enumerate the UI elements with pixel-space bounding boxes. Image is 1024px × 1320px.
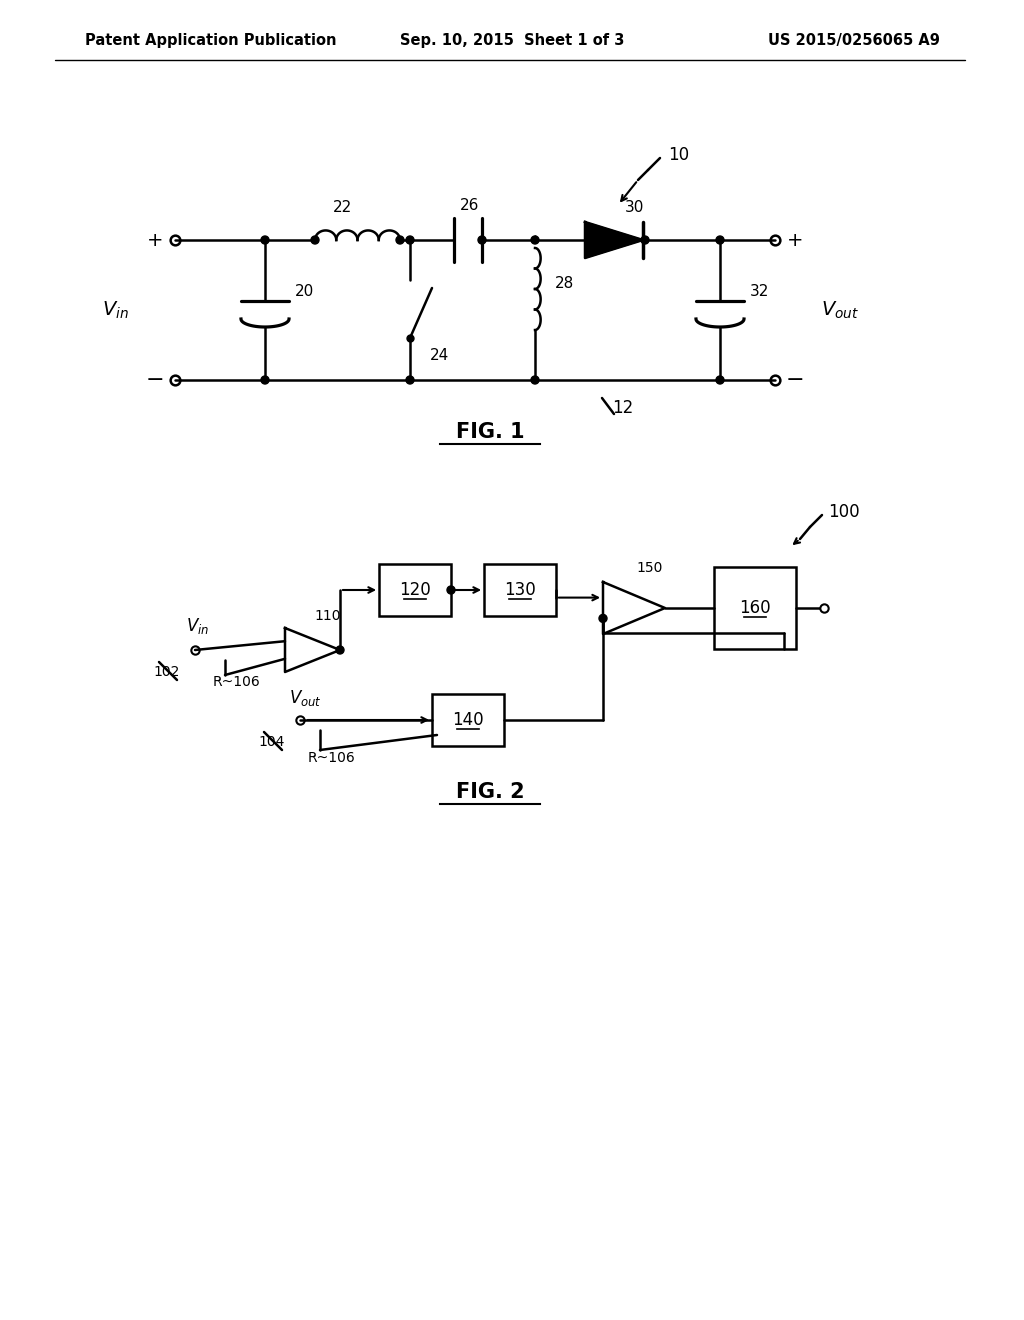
Text: 102: 102 [154, 665, 180, 678]
Text: 160: 160 [739, 599, 771, 616]
Text: $V_{out}$: $V_{out}$ [821, 300, 859, 321]
Text: 22: 22 [333, 201, 352, 215]
Text: 150: 150 [637, 561, 664, 576]
Text: 24: 24 [430, 348, 450, 363]
Text: R~106: R~106 [213, 675, 261, 689]
Circle shape [716, 236, 724, 244]
Bar [379, 564, 451, 616]
Circle shape [447, 586, 455, 594]
Circle shape [531, 236, 539, 244]
Text: −: − [785, 370, 804, 389]
Circle shape [641, 236, 649, 244]
Text: 26: 26 [460, 198, 479, 213]
Circle shape [478, 236, 486, 244]
Circle shape [599, 614, 607, 623]
Text: 130: 130 [504, 581, 536, 599]
Polygon shape [585, 222, 643, 257]
Text: 120: 120 [399, 581, 431, 599]
Circle shape [311, 236, 319, 244]
Bar [714, 568, 796, 649]
Text: −: − [145, 370, 164, 389]
Text: 20: 20 [295, 285, 314, 300]
Text: +: + [146, 231, 163, 249]
Circle shape [261, 376, 269, 384]
Text: 104: 104 [259, 735, 286, 748]
Text: 32: 32 [750, 285, 769, 300]
Text: 30: 30 [625, 201, 644, 215]
Text: US 2015/0256065 A9: US 2015/0256065 A9 [768, 33, 940, 48]
Text: Sep. 10, 2015  Sheet 1 of 3: Sep. 10, 2015 Sheet 1 of 3 [399, 33, 625, 48]
Text: +: + [786, 231, 803, 249]
Circle shape [336, 645, 344, 653]
Circle shape [261, 236, 269, 244]
Text: R~106: R~106 [308, 751, 355, 766]
Circle shape [406, 236, 414, 244]
Text: 140: 140 [453, 711, 483, 729]
Text: FIG. 2: FIG. 2 [456, 781, 524, 803]
Text: FIG. 1: FIG. 1 [456, 422, 524, 442]
Text: $V_{in}$: $V_{in}$ [186, 616, 210, 636]
Text: 28: 28 [555, 276, 574, 292]
Text: 100: 100 [828, 503, 859, 521]
Circle shape [406, 376, 414, 384]
Text: 12: 12 [612, 399, 633, 417]
Text: $V_{out}$: $V_{out}$ [289, 688, 322, 708]
Circle shape [531, 376, 539, 384]
Bar [484, 564, 556, 616]
Circle shape [396, 236, 404, 244]
Text: 10: 10 [668, 147, 689, 164]
Text: $V_{in}$: $V_{in}$ [101, 300, 128, 321]
Bar [432, 694, 504, 746]
Circle shape [716, 376, 724, 384]
Text: Patent Application Publication: Patent Application Publication [85, 33, 337, 48]
Text: 110: 110 [314, 609, 341, 623]
